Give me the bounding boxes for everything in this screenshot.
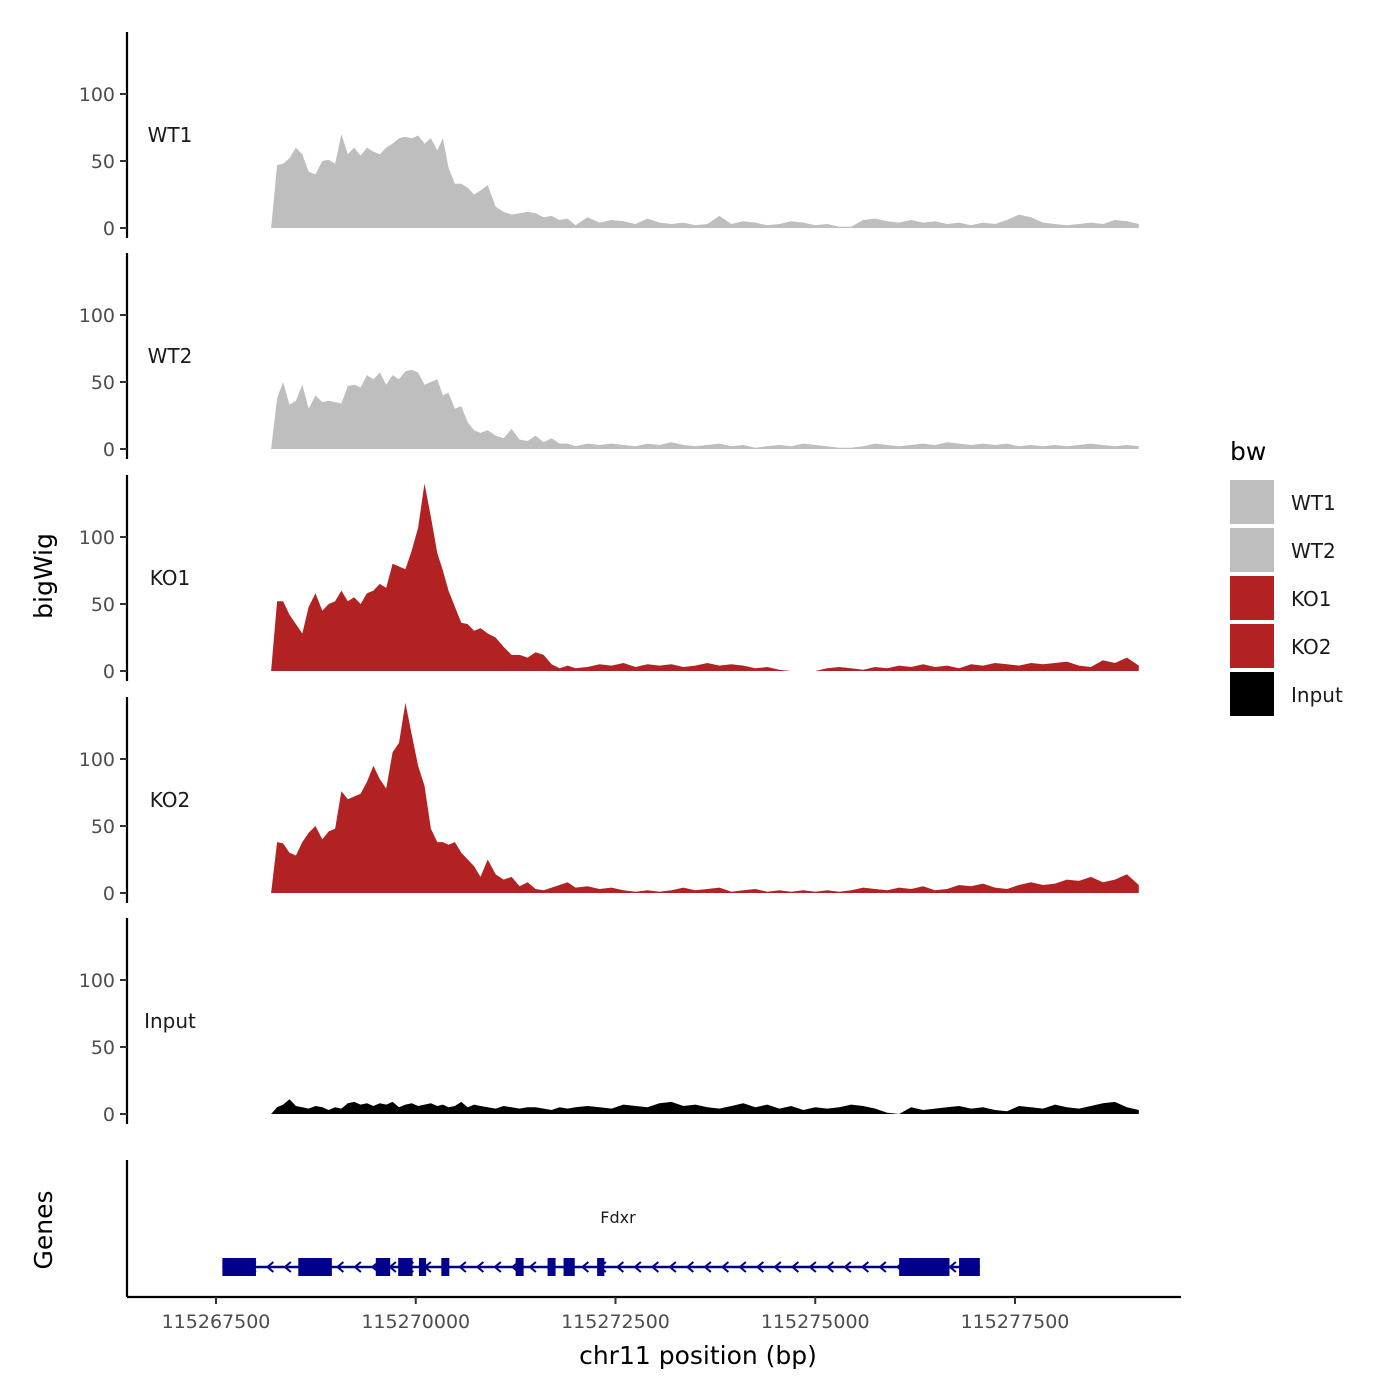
gene-exon [418, 1258, 427, 1276]
strand-chevron [773, 1261, 782, 1273]
area-series-input [271, 1099, 1139, 1114]
area-series-ko1 [271, 483, 1139, 671]
y-tick-label: 100 [79, 84, 115, 106]
track-panel-ko1: 0 50 100 KO1 [79, 475, 1139, 683]
gene-name-label: Fdxr [600, 1208, 636, 1227]
x-axis: 115267500 115270000 115272500 115275000 1152… [127, 1295, 1181, 1333]
legend-swatch-input [1230, 672, 1274, 716]
legend-label-input: Input [1291, 683, 1343, 707]
strand-chevron [353, 1261, 362, 1273]
strand-chevron [843, 1261, 852, 1273]
track-label: WT1 [148, 123, 193, 147]
strand-chevron [493, 1261, 502, 1273]
strand-chevron [650, 1261, 660, 1273]
strand-chevron [283, 1261, 292, 1273]
gene-exon [298, 1258, 332, 1276]
track-panel-ko2: 0 50 100 KO2 [79, 697, 1139, 905]
gene-exon [222, 1258, 256, 1276]
legend-label-wt1: WT1 [1291, 491, 1336, 515]
gene-exon [547, 1258, 556, 1276]
strand-chevron [633, 1261, 642, 1273]
gene-exon [959, 1258, 980, 1276]
strand-chevron [335, 1261, 345, 1273]
area-series-ko2 [271, 702, 1139, 893]
strand-chevron [685, 1261, 695, 1273]
strand-chevron [580, 1261, 590, 1273]
x-tick-label: 115267500 [162, 1311, 271, 1333]
strand-chevron [860, 1261, 870, 1273]
x-tick-label: 115277500 [961, 1311, 1070, 1333]
y-tick-label: 0 [103, 883, 115, 905]
legend: bw WT1 WT2 KO1 KO2 Input [1230, 437, 1343, 716]
y-tick-label: 50 [91, 816, 115, 838]
genes-axis-title: Genes [29, 1190, 58, 1269]
x-axis-title: chr11 position (bp) [579, 1341, 817, 1370]
track-label: KO1 [150, 566, 191, 590]
track-label: WT2 [148, 344, 193, 368]
strand-chevron [475, 1261, 485, 1273]
gene-exon [563, 1258, 575, 1276]
area-series-wt1 [271, 134, 1139, 228]
track-panel-wt2: 0 50 100 WT2 [79, 253, 1139, 461]
strand-chevron [948, 1261, 957, 1273]
y-axis-title: bigWig [29, 533, 58, 619]
legend-swatch-wt1 [1230, 480, 1274, 524]
gene-exon [597, 1258, 605, 1276]
gene-exon [441, 1258, 450, 1276]
strand-chevron [528, 1261, 537, 1273]
y-tick-label: 0 [103, 439, 115, 461]
y-tick-label: 0 [103, 661, 115, 683]
y-tick-label: 50 [91, 1037, 115, 1059]
gene-panel: Fdxr [125, 1160, 980, 1297]
area-series-wt2 [271, 369, 1139, 449]
legend-label-ko1: KO1 [1291, 587, 1332, 611]
legend-swatch-ko1 [1230, 576, 1274, 620]
legend-label-wt2: WT2 [1291, 539, 1336, 563]
x-tick-label: 115275000 [761, 1311, 870, 1333]
strand-chevron [703, 1261, 712, 1273]
y-tick-label: 100 [79, 749, 115, 771]
y-tick-label: 0 [103, 218, 115, 240]
strand-chevron [265, 1261, 275, 1273]
track-panel-wt1: 0 50 100 WT1 [79, 32, 1139, 240]
y-tick-label: 50 [91, 151, 115, 173]
strand-chevron [458, 1261, 467, 1273]
gene-exon [515, 1258, 524, 1276]
y-tick-label: 50 [91, 594, 115, 616]
strand-chevron [790, 1261, 800, 1273]
gene-exon [899, 1258, 950, 1276]
gene-fdxr: Fdxr [222, 1208, 980, 1276]
x-tick-label: 115270000 [361, 1311, 470, 1333]
y-tick-label: 100 [79, 970, 115, 992]
legend-label-ko2: KO2 [1291, 635, 1332, 659]
strand-chevron [738, 1261, 747, 1273]
track-label: Input [144, 1009, 196, 1033]
strand-chevron [615, 1261, 625, 1273]
x-tick-label: 115272500 [561, 1311, 670, 1333]
y-tick-label: 50 [91, 372, 115, 394]
strand-chevron [668, 1261, 677, 1273]
track-panels: 0 50 100 WT1 0 50 100 WT2 0 50 100 KO1 0 50 100 KO2 0 50 1… [79, 32, 1139, 1126]
legend-swatch-ko2 [1230, 624, 1274, 668]
y-tick-label: 0 [103, 1104, 115, 1126]
legend-title: bw [1230, 437, 1266, 466]
strand-chevron [878, 1261, 887, 1273]
gene-exon [398, 1258, 413, 1276]
y-tick-label: 100 [79, 305, 115, 327]
strand-chevron [755, 1261, 765, 1273]
strand-chevron [720, 1261, 730, 1273]
legend-swatch-wt2 [1230, 528, 1274, 572]
gene-exon [375, 1258, 391, 1276]
strand-chevron [808, 1261, 817, 1273]
y-tick-label: 100 [79, 527, 115, 549]
track-panel-input: 0 50 100 Input [79, 918, 1139, 1126]
strand-chevron [825, 1261, 835, 1273]
track-label: KO2 [150, 788, 191, 812]
